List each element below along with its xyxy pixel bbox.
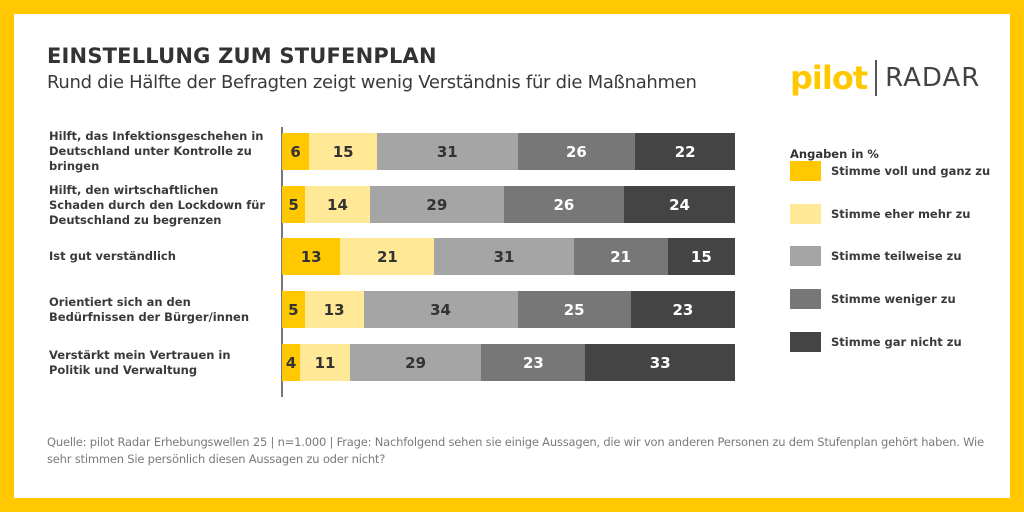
legend-swatch: [790, 289, 821, 309]
legend-title: Angaben in %: [790, 147, 879, 161]
bar-segment: 21: [340, 238, 435, 275]
data-label: 29: [405, 353, 427, 372]
data-label: 21: [376, 247, 398, 266]
bar-segment: 25: [517, 291, 631, 328]
legend-label: Stimme voll und ganz zu: [831, 164, 991, 178]
legend-label: Stimme eher mehr zu: [831, 207, 971, 221]
bar-segment: 29: [369, 186, 504, 223]
legend-swatch: [790, 204, 821, 224]
data-label: 15: [332, 142, 354, 161]
data-label: 23: [522, 353, 544, 372]
bar-segment: 14: [305, 186, 370, 223]
logo-product: RADAR: [885, 63, 981, 93]
data-label: 13: [323, 300, 345, 319]
category-label: Orientiert sich an den Bedürfnissen der …: [49, 295, 250, 324]
data-label: 4: [285, 353, 297, 372]
legend-label: Stimme weniger zu: [831, 292, 956, 306]
legend-item: Stimme voll und ganz zu: [790, 161, 990, 181]
category-label: Verstärkt mein Vertrauen in Politik und …: [49, 348, 231, 377]
bar-segment: 21: [573, 238, 668, 275]
bar-segment: 4: [282, 344, 301, 381]
pilot-radar-logo: pilot RADAR: [790, 58, 980, 98]
bar-segment: 13: [282, 238, 341, 275]
chart-title: EINSTELLUNG ZUM STUFENPLAN: [47, 44, 437, 68]
bar-segment: 33: [585, 344, 735, 381]
logo-brand: pilot: [790, 59, 868, 97]
data-label: 5: [288, 300, 299, 319]
bar-segment: 31: [377, 133, 518, 170]
source-note: Quelle: pilot Radar Erhebungswellen 25 |…: [47, 435, 984, 466]
data-label: 31: [493, 247, 515, 266]
bar-segment: 5: [282, 291, 305, 328]
data-label: 25: [563, 300, 585, 319]
category-label: Hilft, den wirtschaftlichen Schaden durc…: [49, 182, 266, 227]
data-label: 26: [565, 142, 587, 161]
category-label: Ist gut verständlich: [49, 249, 176, 263]
bar-row: 13 21 31 21 15: [282, 238, 735, 275]
data-label: 29: [426, 195, 448, 214]
chart-card: EINSTELLUNG ZUM STUFENPLAN Rund die Hälf…: [14, 14, 1010, 498]
data-label: 15: [690, 247, 712, 266]
bar-segment: 11: [300, 344, 350, 381]
bar-segment: 23: [481, 344, 586, 381]
chart-subtitle: Rund die Hälfte der Befragten zeigt weni…: [47, 72, 697, 93]
data-label: 24: [669, 195, 690, 214]
data-label: 14: [327, 195, 348, 214]
legend-label: Stimme teilweise zu: [831, 249, 962, 263]
legend-swatch: [790, 332, 821, 352]
data-label: 21: [610, 247, 632, 266]
bar-segment: 31: [434, 238, 574, 275]
legend-item: Stimme teilweise zu: [790, 246, 962, 266]
bar-segment: 24: [624, 186, 735, 223]
bar-row: 4 11 29 23 33: [282, 344, 735, 381]
data-label: 11: [314, 353, 336, 372]
bar-row: 6 15 31 26 22: [282, 133, 735, 170]
data-label: 13: [300, 247, 322, 266]
data-label: 5: [288, 195, 299, 214]
data-label: 6: [290, 142, 301, 161]
legend-swatch: [790, 161, 821, 181]
data-label: 33: [649, 353, 671, 372]
logo-divider: [875, 60, 878, 96]
bar-row: 5 14 29 26 24: [282, 186, 735, 223]
bar-segment: 6: [282, 133, 310, 170]
legend-item: Stimme eher mehr zu: [790, 204, 970, 224]
bar-row: 5 13 34 25 23: [282, 291, 735, 328]
bar-segment: 13: [304, 291, 364, 328]
data-label: 23: [672, 300, 694, 319]
category-label: Hilft, das Infektionsgeschehen in Deutsc…: [49, 128, 264, 173]
data-label: 34: [430, 300, 451, 319]
bar-segment: 5: [282, 186, 306, 223]
bar-segment: 34: [363, 291, 518, 328]
legend-item: Stimme weniger zu: [790, 289, 956, 309]
legend-item: Stimme gar nicht zu: [790, 332, 962, 352]
data-label: 26: [553, 195, 575, 214]
legend-label: Stimme gar nicht zu: [831, 335, 962, 349]
data-label: 22: [674, 142, 696, 161]
bar-segment: 26: [503, 186, 625, 223]
bar-segment: 29: [349, 344, 482, 381]
bar-segment: 15: [309, 133, 378, 170]
bar-segment: 15: [667, 238, 735, 275]
bar-segment: 23: [630, 291, 735, 328]
bar-segment: 22: [635, 133, 735, 170]
legend-swatch: [790, 246, 821, 266]
data-label: 31: [436, 142, 458, 161]
bar-segment: 26: [517, 133, 636, 170]
